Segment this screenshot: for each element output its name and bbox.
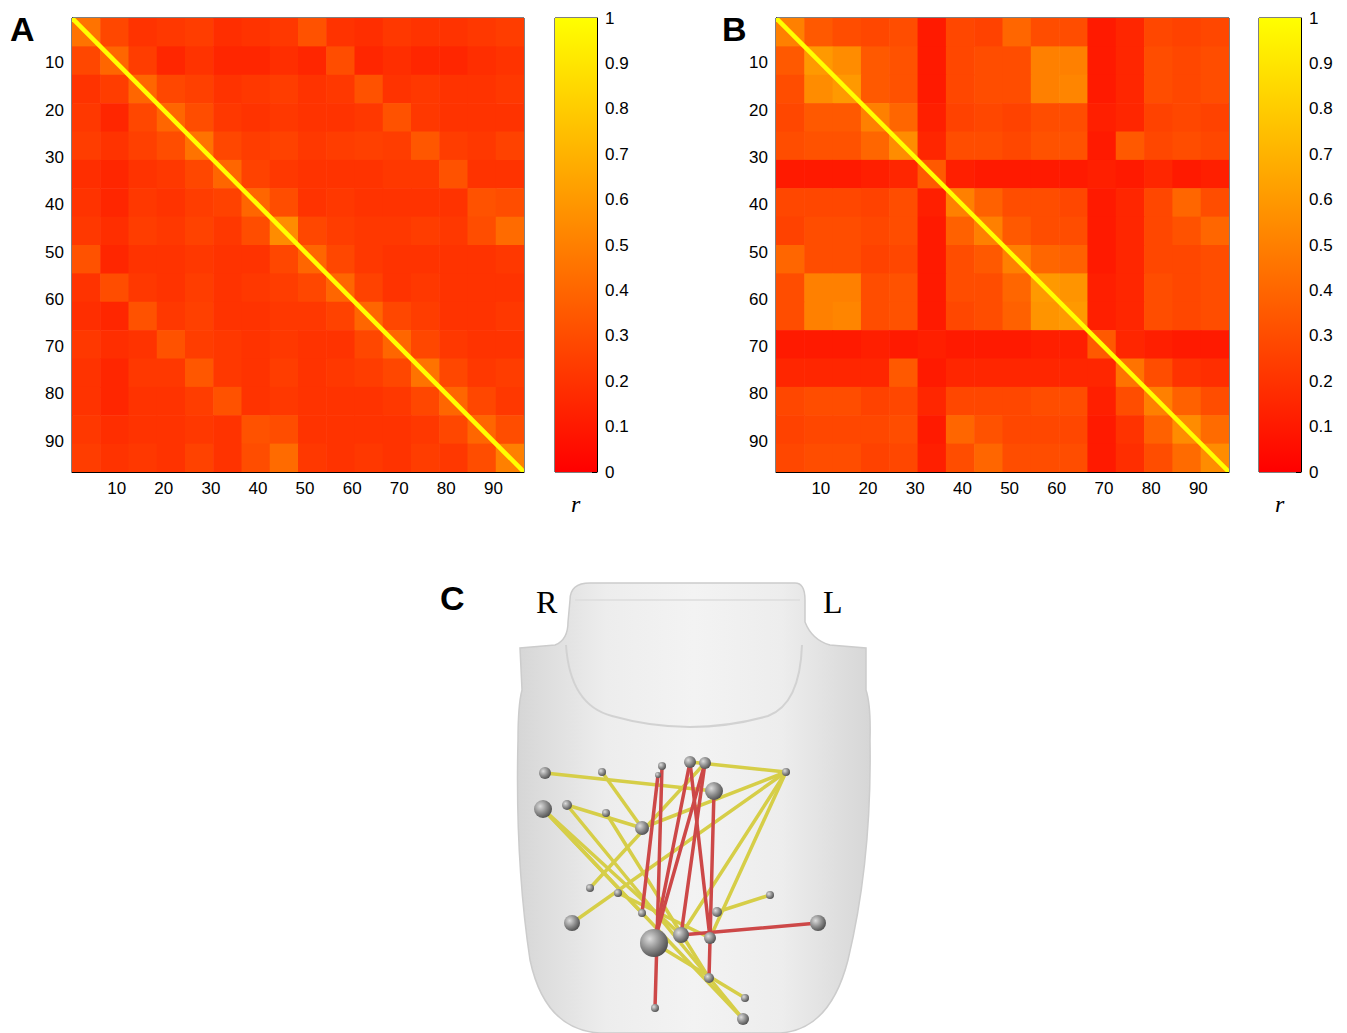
svg-text:0.3: 0.3 <box>1309 326 1333 345</box>
svg-text:50: 50 <box>1000 479 1019 498</box>
svg-text:30: 30 <box>906 479 925 498</box>
svg-text:80: 80 <box>749 384 768 403</box>
svg-text:80: 80 <box>437 479 456 498</box>
svg-text:0.8: 0.8 <box>605 99 629 118</box>
svg-text:70: 70 <box>1094 479 1113 498</box>
svg-text:70: 70 <box>749 337 768 356</box>
svg-text:0.1: 0.1 <box>605 417 629 436</box>
svg-text:0.1: 0.1 <box>1309 417 1333 436</box>
svg-text:C: C <box>440 579 465 617</box>
svg-text:0.4: 0.4 <box>605 281 629 300</box>
svg-text:0.5: 0.5 <box>605 236 629 255</box>
svg-text:70: 70 <box>390 479 409 498</box>
svg-text:0.2: 0.2 <box>605 372 629 391</box>
svg-text:10: 10 <box>811 479 830 498</box>
svg-text:20: 20 <box>859 479 878 498</box>
svg-text:10: 10 <box>107 479 126 498</box>
svg-text:50: 50 <box>749 243 768 262</box>
svg-text:30: 30 <box>201 479 220 498</box>
svg-text:20: 20 <box>749 101 768 120</box>
svg-text:90: 90 <box>45 432 64 451</box>
svg-text:60: 60 <box>749 290 768 309</box>
svg-text:10: 10 <box>749 53 768 72</box>
svg-text:0.9: 0.9 <box>605 54 629 73</box>
svg-text:1: 1 <box>1309 9 1318 28</box>
svg-text:90: 90 <box>484 479 503 498</box>
svg-text:0.2: 0.2 <box>1309 372 1333 391</box>
svg-text:40: 40 <box>45 195 64 214</box>
svg-text:0: 0 <box>605 463 614 482</box>
svg-text:40: 40 <box>249 479 268 498</box>
svg-text:60: 60 <box>343 479 362 498</box>
svg-text:10: 10 <box>45 53 64 72</box>
svg-text:40: 40 <box>749 195 768 214</box>
svg-text:r: r <box>1275 491 1285 517</box>
svg-text:0.8: 0.8 <box>1309 99 1333 118</box>
svg-text:80: 80 <box>1142 479 1161 498</box>
svg-text:r: r <box>571 491 581 517</box>
svg-text:70: 70 <box>45 337 64 356</box>
svg-text:A: A <box>10 10 35 48</box>
svg-text:50: 50 <box>296 479 315 498</box>
svg-text:60: 60 <box>45 290 64 309</box>
svg-text:1: 1 <box>605 9 614 28</box>
svg-text:30: 30 <box>749 148 768 167</box>
svg-text:0: 0 <box>1309 463 1318 482</box>
svg-text:0.3: 0.3 <box>605 326 629 345</box>
svg-text:90: 90 <box>749 432 768 451</box>
svg-text:20: 20 <box>154 479 173 498</box>
svg-text:0.6: 0.6 <box>605 190 629 209</box>
svg-text:0.7: 0.7 <box>605 145 629 164</box>
svg-text:0.5: 0.5 <box>1309 236 1333 255</box>
svg-text:80: 80 <box>45 384 64 403</box>
svg-text:20: 20 <box>45 101 64 120</box>
svg-text:R: R <box>536 584 558 620</box>
svg-text:60: 60 <box>1047 479 1066 498</box>
svg-text:30: 30 <box>45 148 64 167</box>
svg-text:0.9: 0.9 <box>1309 54 1333 73</box>
svg-text:B: B <box>722 10 747 48</box>
svg-text:L: L <box>823 584 843 620</box>
svg-text:40: 40 <box>953 479 972 498</box>
svg-text:0.4: 0.4 <box>1309 281 1333 300</box>
svg-text:50: 50 <box>45 243 64 262</box>
svg-text:0.6: 0.6 <box>1309 190 1333 209</box>
svg-text:90: 90 <box>1189 479 1208 498</box>
svg-text:0.7: 0.7 <box>1309 145 1333 164</box>
